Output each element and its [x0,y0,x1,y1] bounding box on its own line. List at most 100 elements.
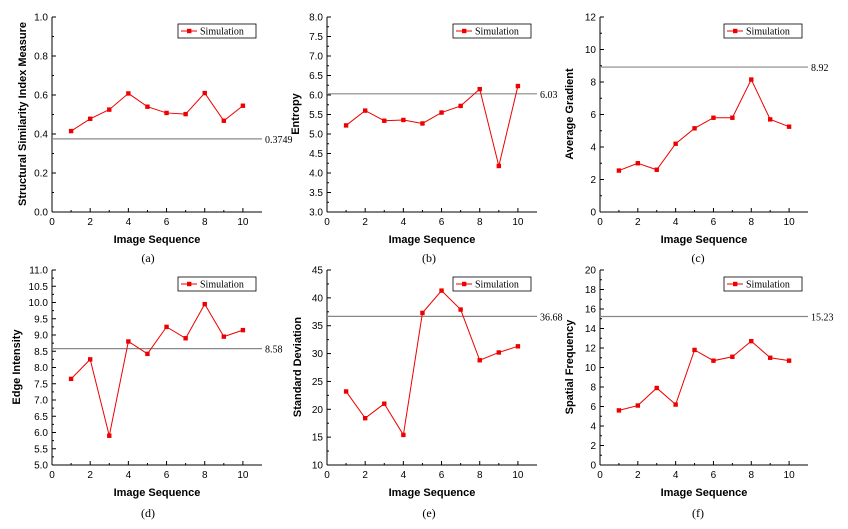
data-point [183,336,188,341]
legend-marker [462,28,467,34]
series-line-simulation [70,92,244,132]
x-tick-label: 10 [237,470,249,481]
series-line-simulation [618,340,790,411]
y-axis-label: Edge Intensity [11,329,23,405]
x-tick-label: 6 [711,217,717,228]
data-point [401,117,406,123]
series-line-simulation [345,85,519,167]
legend-marker [462,281,467,287]
data-point [711,358,716,363]
data-point [202,301,207,307]
panel-caption: (f) [692,506,704,520]
y-tick-label: 6.5 [309,71,323,82]
x-tick-label: 2 [635,470,641,481]
panel-caption: (d) [141,506,155,520]
legend-label: Simulation [475,27,519,38]
x-tick-label: 6 [439,470,445,481]
data-point [107,433,112,438]
y-tick-label: 25 [312,377,324,388]
legend-marker [187,281,192,287]
y-tick-label: 4 [590,422,596,433]
y-tick-label: 30 [312,349,324,360]
data-point [145,104,150,109]
x-axis-label: Image Sequence [661,234,748,246]
data-point [420,310,425,316]
y-tick-label: 6 [590,110,596,121]
x-tick-label: 4 [673,217,679,228]
panel-caption: (e) [422,506,435,520]
y-tick-label: 0 [590,461,596,472]
panel-caption: (c) [691,251,704,265]
y-tick-label: 8.5 [34,347,48,358]
legend [723,276,803,292]
x-tick-label: 2 [87,217,93,228]
data-point [786,124,792,129]
legend-label: Simulation [200,27,244,38]
data-point [692,126,697,131]
chart-panel-4: 5.0 5.5 6.0 6.5 7.0 7.5 8.0 8.5 9.0 9.5 10.0 10.5 11… [11,266,283,521]
y-tick-label: 4 [590,143,596,154]
legend [177,23,257,39]
data-point [635,403,641,408]
data-point [420,121,425,126]
series-line-simulation [345,289,519,437]
x-axis-label: Image Sequence [114,234,201,246]
x-tick-label: 8 [202,217,208,228]
reference-label: 36.68 [540,312,563,323]
y-tick-label: 6.0 [34,428,48,439]
legend-marker [187,28,192,34]
y-tick-label: 0.6 [34,91,48,102]
y-axis-label: Spatial Frequency [564,319,576,415]
data-point [673,402,678,407]
data-point [401,432,406,438]
y-tick-label: 0.0 [34,208,48,219]
data-point [749,77,754,82]
legend [452,23,532,39]
x-tick-label: 6 [439,217,445,228]
data-point [496,163,502,169]
reference-label: 0.3749 [265,135,293,146]
x-tick-label: 2 [362,470,368,481]
data-point [616,408,622,413]
x-tick-label: 8 [748,470,754,481]
data-point [749,338,754,344]
data-point [68,128,74,134]
data-point [711,115,716,120]
data-point [635,161,641,166]
y-tick-label: 10.0 [29,298,49,309]
x-tick-label: 8 [202,470,208,481]
x-tick-label: 10 [237,217,249,228]
data-point [362,416,368,421]
data-point [767,117,773,122]
y-tick-label: 0 [590,208,596,219]
data-point [107,107,112,112]
data-point [767,355,773,360]
y-tick-label: 12 [585,13,597,24]
data-point [362,108,368,113]
legend-label: Simulation [200,280,244,291]
y-tick-label: 20 [312,405,324,416]
data-point [477,358,482,363]
y-tick-label: 7.5 [34,379,48,390]
data-point [202,90,207,96]
y-tick-label: 5.5 [34,444,48,455]
x-tick-label: 2 [635,217,641,228]
x-tick-label: 4 [401,470,407,481]
data-point [343,389,349,394]
data-point [654,385,659,391]
data-point [515,344,521,349]
panel-caption: (a) [141,251,154,265]
y-tick-label: 14 [585,324,597,335]
data-point [730,115,735,120]
y-axis-label: Structural Similarity Index Measure [17,22,29,206]
y-tick-label: 18 [585,285,597,296]
x-tick-label: 10 [512,470,524,481]
y-tick-label: 9.0 [34,331,48,342]
x-tick-label: 8 [477,217,483,228]
data-point [221,118,227,123]
y-tick-label: 0.2 [34,169,48,180]
reference-label: 6.03 [540,90,558,101]
x-axis-label: Image Sequence [389,487,476,499]
y-tick-label: 7.5 [309,32,323,43]
x-tick-label: 4 [126,217,132,228]
